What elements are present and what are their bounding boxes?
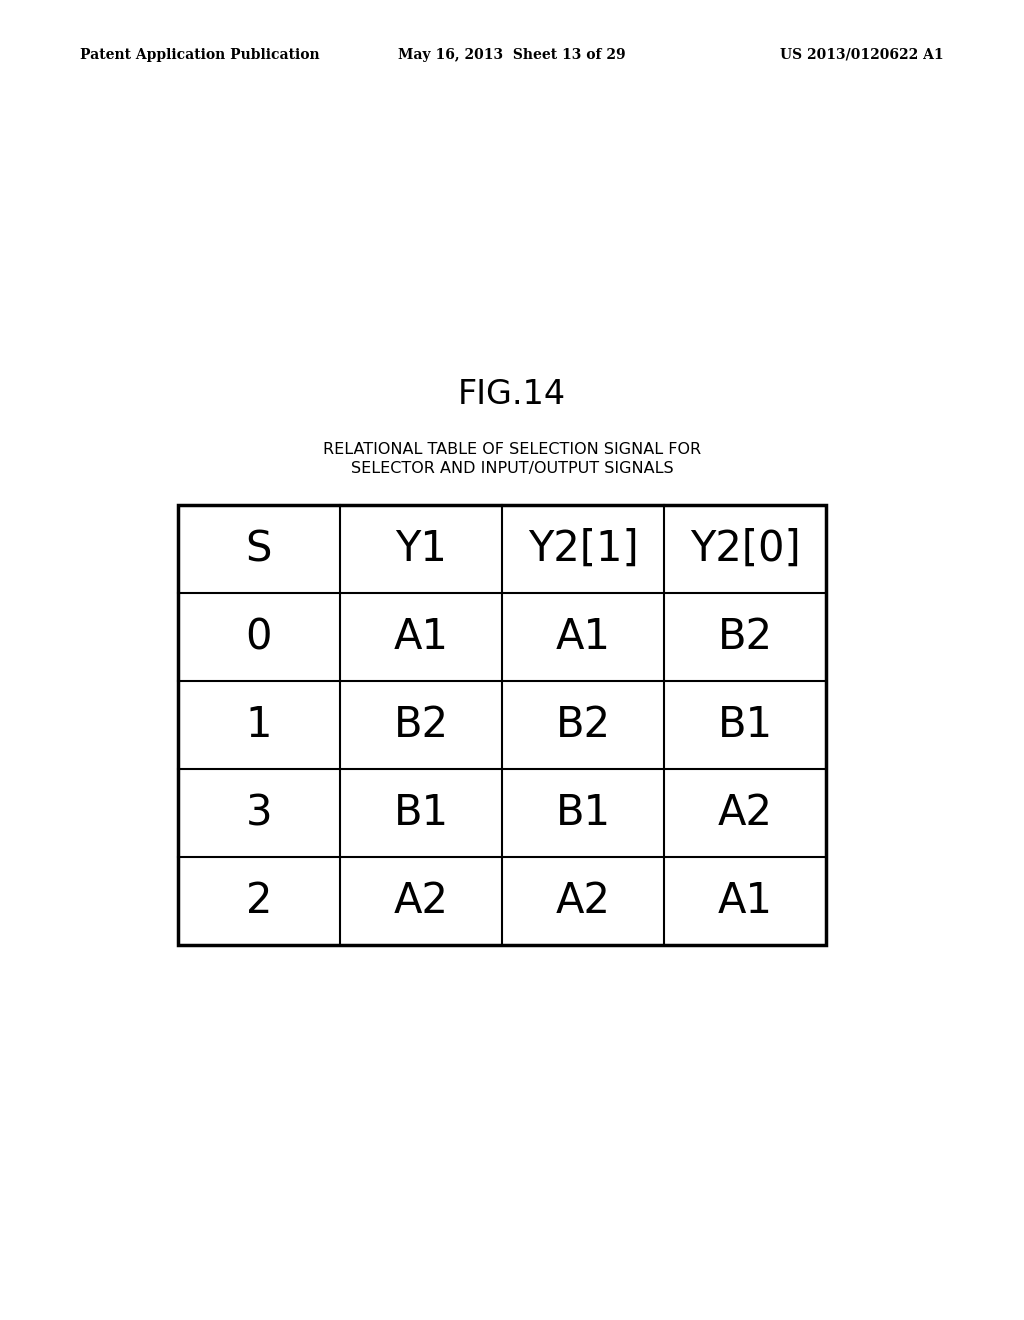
Text: B1: B1: [393, 792, 449, 834]
Text: FIG.14: FIG.14: [458, 379, 566, 412]
Text: B1: B1: [718, 704, 772, 746]
Text: A1: A1: [718, 880, 772, 921]
Text: 1: 1: [246, 704, 272, 746]
Text: Y2[1]: Y2[1]: [527, 528, 638, 570]
Text: A1: A1: [393, 616, 449, 657]
Text: A2: A2: [718, 792, 772, 834]
Text: 0: 0: [246, 616, 272, 657]
Text: B2: B2: [393, 704, 449, 746]
Text: 3: 3: [246, 792, 272, 834]
Text: May 16, 2013  Sheet 13 of 29: May 16, 2013 Sheet 13 of 29: [398, 48, 626, 62]
Text: Patent Application Publication: Patent Application Publication: [80, 48, 319, 62]
Text: B2: B2: [555, 704, 610, 746]
Text: S: S: [246, 528, 272, 570]
Text: Y2[0]: Y2[0]: [689, 528, 801, 570]
Text: SELECTOR AND INPUT/OUTPUT SIGNALS: SELECTOR AND INPUT/OUTPUT SIGNALS: [350, 461, 674, 475]
Text: B2: B2: [718, 616, 772, 657]
Text: RELATIONAL TABLE OF SELECTION SIGNAL FOR: RELATIONAL TABLE OF SELECTION SIGNAL FOR: [323, 442, 701, 458]
Text: 2: 2: [246, 880, 272, 921]
Text: B1: B1: [555, 792, 610, 834]
Text: A2: A2: [393, 880, 449, 921]
Bar: [178, 506, 826, 945]
Text: A1: A1: [555, 616, 610, 657]
Text: A2: A2: [556, 880, 610, 921]
Text: Y1: Y1: [395, 528, 446, 570]
Text: US 2013/0120622 A1: US 2013/0120622 A1: [780, 48, 944, 62]
